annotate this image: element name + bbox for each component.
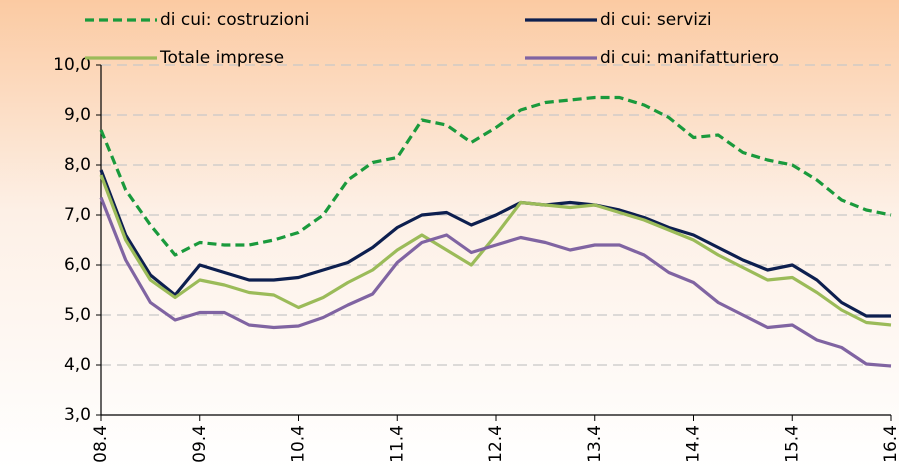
legend-label: Totale imprese [159, 48, 284, 68]
y-tick-label: 9,0 [64, 105, 91, 125]
x-tick-label: 09.4 [190, 425, 210, 463]
y-tick-label: 5,0 [64, 305, 91, 325]
x-tick-label: 16.4 [881, 425, 899, 463]
y-tick-label: 4,0 [64, 355, 91, 375]
x-tick-label: 10.4 [289, 425, 309, 463]
y-tick-label: 6,0 [64, 255, 91, 275]
y-tick-label: 8,0 [64, 155, 91, 175]
x-tick-label: 13.4 [585, 425, 605, 463]
series-line [99, 95, 892, 257]
x-tick-label: 14.4 [684, 425, 704, 463]
x-tick-label: 11.4 [387, 425, 407, 463]
x-tick-label: 15.4 [782, 425, 802, 463]
series-line [99, 169, 891, 318]
legend-label: di cui: servizi [600, 10, 712, 30]
legend-label: di cui: costruzioni [160, 10, 309, 30]
y-tick-label: 10,0 [53, 55, 91, 75]
x-tick-label: 08.4 [91, 425, 111, 463]
y-tick-label: 3,0 [64, 405, 91, 425]
series-line [99, 174, 892, 327]
y-tick-label: 7,0 [64, 205, 91, 225]
legend-label: di cui: manifatturiero [600, 48, 779, 68]
series-line [99, 196, 892, 368]
x-tick-label: 12.4 [486, 425, 506, 463]
